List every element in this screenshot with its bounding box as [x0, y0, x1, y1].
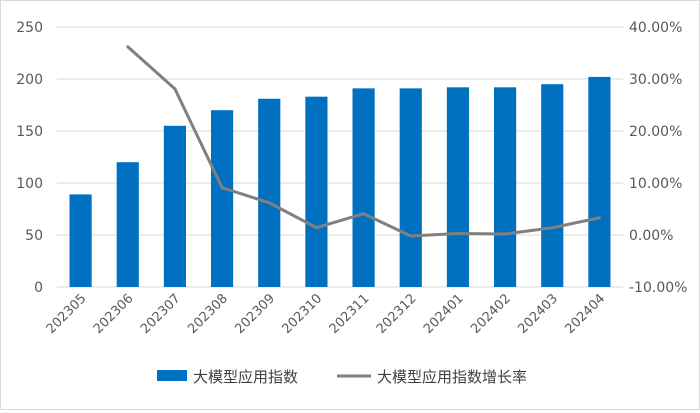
left-tick-label: 200 [16, 72, 43, 88]
right-tick-label: 10.00% [629, 176, 682, 192]
bar [163, 125, 187, 287]
x-tick-label: 202307 [138, 291, 184, 337]
left-tick-label: 0 [34, 280, 43, 296]
bar [352, 88, 375, 287]
line-point [362, 212, 366, 216]
x-tick-label: 202311 [327, 291, 373, 337]
right-tick-label: 20.00% [629, 124, 682, 140]
line-point [173, 87, 177, 91]
x-tick-label: 202403 [515, 291, 561, 337]
bar [588, 76, 611, 287]
x-tick-label: 202312 [374, 291, 420, 337]
x-tick-label: 202404 [563, 291, 609, 337]
bar [258, 98, 281, 287]
left-tick-label: 100 [16, 176, 43, 192]
x-tick-label: 202310 [280, 291, 326, 337]
line-point [503, 232, 507, 236]
bar [399, 88, 422, 287]
x-tick-label: 202308 [185, 291, 231, 337]
right-tick-label: 30.00% [629, 72, 682, 88]
x-tick-label: 202309 [232, 291, 278, 337]
bar [541, 84, 564, 287]
legend-bar-label: 大模型应用指数 [193, 368, 298, 386]
bar [69, 194, 92, 287]
right-tick-label: -10.00% [629, 280, 687, 296]
right-tick-label: 40.00% [629, 20, 682, 36]
line-point [409, 234, 413, 238]
bar-series [69, 76, 611, 288]
left-tick-label: 250 [16, 20, 43, 36]
line-point [267, 201, 271, 205]
right-axis-ticks: -10.00% 0.00% 10.00% 20.00% 30.00% 40.00% [629, 20, 687, 296]
line-point [550, 226, 554, 230]
line-point [220, 186, 224, 190]
x-tick-label: 202401 [421, 291, 467, 337]
line-series [126, 45, 601, 238]
left-tick-label: 150 [16, 124, 43, 140]
x-tick-label: 202305 [44, 291, 90, 337]
left-tick-label: 50 [25, 228, 43, 244]
x-tick-label: 202402 [468, 291, 514, 337]
gridlines [57, 26, 623, 288]
left-axis-ticks: 0 50 100 150 200 250 [16, 20, 43, 296]
legend-line-label: 大模型应用指数增长率 [377, 368, 527, 386]
right-tick-label: 0.00% [629, 228, 673, 244]
bar [305, 96, 328, 288]
line-point [597, 216, 601, 220]
legend: 大模型应用指数 大模型应用指数增长率 [157, 368, 527, 386]
legend-bar-swatch [157, 370, 187, 381]
bar [446, 87, 470, 287]
line-point [456, 231, 460, 235]
x-axis-ticks: 202305 202306 202307 202308 202309 202310 2023… [44, 291, 609, 337]
bar [116, 162, 139, 287]
line-point [126, 45, 130, 49]
line-point [314, 226, 318, 230]
bar [493, 87, 517, 287]
bar [210, 110, 234, 287]
x-tick-label: 202306 [91, 291, 137, 337]
